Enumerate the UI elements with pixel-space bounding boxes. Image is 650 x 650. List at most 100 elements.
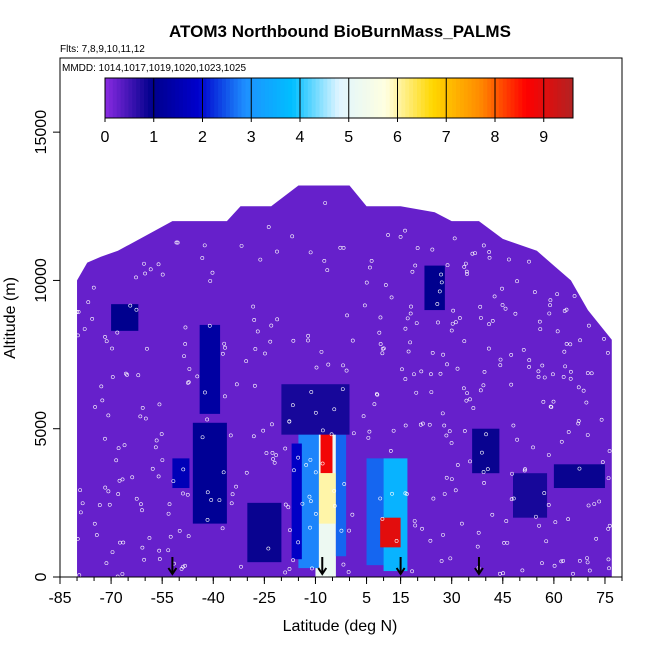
sample-marker — [291, 558, 296, 563]
sample-marker — [532, 290, 537, 294]
sample-marker — [505, 540, 510, 545]
sample-marker — [523, 467, 527, 472]
sample-marker — [313, 410, 318, 415]
colorbar-segment — [225, 78, 231, 118]
x-tick-label: -25 — [253, 590, 276, 607]
sample-marker — [599, 417, 604, 422]
y-axis-label: Altitude (m) — [2, 277, 19, 359]
sample-marker — [527, 364, 531, 369]
colorbar-segment — [241, 78, 246, 118]
sample-marker — [181, 491, 185, 496]
sample-marker — [515, 437, 520, 442]
sample-marker — [368, 265, 372, 270]
sample-marker — [534, 514, 538, 519]
sample-marker — [419, 369, 424, 374]
colorbar-segment — [147, 78, 153, 118]
sample-marker — [179, 567, 184, 571]
sample-marker — [459, 521, 464, 526]
sample-marker — [171, 479, 176, 484]
sample-marker — [509, 382, 514, 387]
sample-marker — [449, 328, 454, 333]
sample-marker — [221, 470, 226, 475]
sample-marker — [380, 517, 385, 521]
sample-marker — [455, 463, 460, 467]
sample-marker — [414, 321, 419, 325]
sample-marker — [306, 333, 311, 338]
sample-marker — [325, 268, 330, 273]
sample-marker — [509, 497, 514, 502]
sample-marker — [314, 365, 319, 370]
sample-marker — [205, 490, 210, 495]
sample-marker — [439, 272, 443, 277]
sample-marker — [430, 247, 435, 252]
sample-marker — [500, 286, 504, 291]
colorbar-segment — [378, 78, 383, 118]
sample-marker — [389, 295, 394, 300]
colorbar-segment — [358, 78, 363, 118]
sample-marker — [374, 392, 379, 396]
sample-marker — [139, 502, 143, 507]
sample-marker — [409, 304, 413, 309]
sample-marker — [217, 498, 222, 502]
sample-marker — [408, 340, 413, 345]
sample-marker — [138, 414, 143, 419]
sample-marker — [427, 422, 432, 427]
sample-marker — [361, 414, 366, 419]
sample-marker — [390, 491, 394, 496]
sample-marker — [183, 563, 187, 568]
sample-marker — [230, 492, 235, 497]
sample-marker — [322, 258, 327, 263]
dates-subtitle: MMDD: 1014,1017,1019,1020,1023,1025 — [62, 63, 246, 74]
sample-marker — [350, 338, 355, 343]
sample-marker — [482, 370, 487, 374]
sample-marker — [82, 327, 87, 331]
sample-marker — [413, 263, 418, 268]
sample-marker — [503, 306, 508, 311]
sample-marker — [251, 434, 256, 439]
sample-marker — [346, 570, 351, 574]
sample-marker — [106, 413, 111, 418]
sample-marker — [309, 499, 313, 504]
sample-marker — [537, 523, 541, 528]
sample-marker — [513, 311, 518, 316]
sample-marker — [441, 532, 445, 537]
sample-marker — [186, 380, 190, 385]
heatmap-cell — [335, 434, 347, 557]
sample-marker — [75, 537, 80, 541]
sample-marker — [78, 510, 83, 515]
heatmap-cell — [281, 384, 350, 435]
sample-marker — [540, 363, 545, 368]
colorbar-tick-label: 9 — [539, 129, 548, 146]
colorbar-segment — [483, 78, 488, 118]
heatmap-cell — [383, 458, 408, 572]
sample-marker — [166, 548, 171, 553]
colorbar-segment — [424, 78, 430, 118]
sample-marker — [268, 339, 273, 344]
colorbar-segment — [565, 78, 570, 118]
sample-marker — [452, 236, 457, 241]
sample-marker — [134, 275, 138, 280]
colorbar-segment — [198, 78, 203, 118]
sample-marker — [439, 559, 444, 563]
flights-subtitle: Flts: 7,8,9,10,11,12 — [60, 44, 145, 55]
colorbar-segment — [296, 78, 301, 118]
sample-marker — [377, 330, 382, 335]
colorbar-segment — [264, 78, 270, 118]
sample-marker — [114, 458, 119, 463]
sample-marker — [408, 311, 413, 316]
sample-marker — [468, 397, 472, 402]
heatmap-cell — [192, 422, 227, 524]
colorbar-segment — [526, 78, 531, 118]
sample-marker — [571, 571, 575, 576]
sample-marker — [307, 494, 312, 499]
sample-marker — [187, 367, 192, 371]
sample-marker — [134, 307, 139, 312]
sample-marker — [479, 315, 483, 320]
colorbar-tick-label: 8 — [491, 129, 500, 146]
sample-marker — [313, 470, 318, 475]
colorbar-segment — [311, 78, 317, 118]
y-tick-label: 0 — [33, 572, 50, 581]
colorbar-segment — [120, 78, 125, 118]
sample-marker — [251, 304, 256, 309]
colorbar-segment — [206, 78, 211, 118]
